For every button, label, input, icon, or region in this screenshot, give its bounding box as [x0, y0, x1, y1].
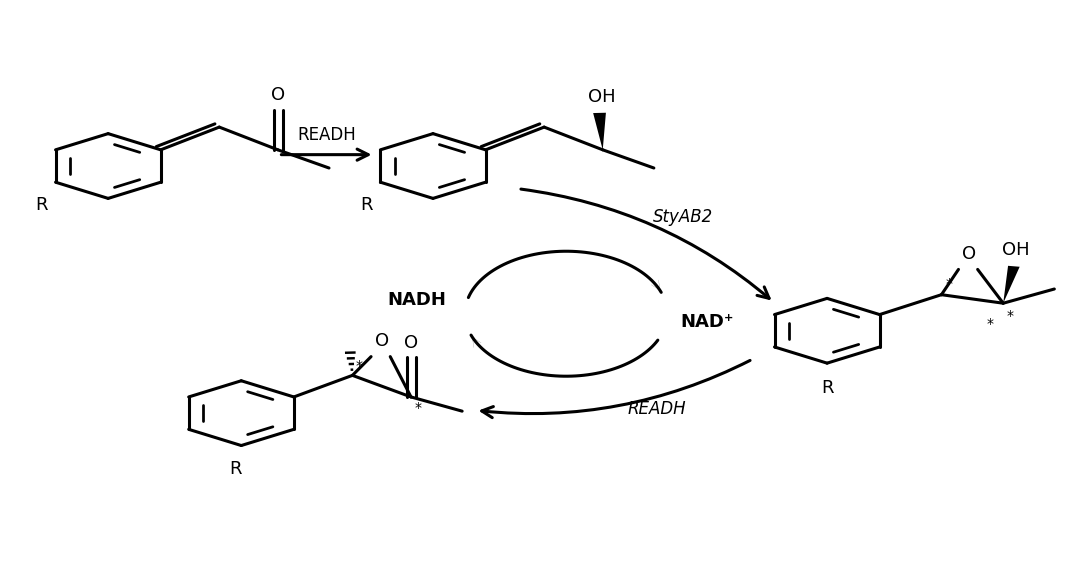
Text: *: * — [414, 402, 421, 416]
Text: O: O — [962, 244, 976, 262]
Text: READH: READH — [627, 400, 686, 418]
Text: READH: READH — [297, 126, 356, 144]
Text: *: * — [1007, 309, 1013, 323]
Text: R: R — [230, 460, 242, 478]
Text: NADH: NADH — [387, 290, 446, 308]
Text: *: * — [987, 317, 994, 331]
Text: NAD⁺: NAD⁺ — [680, 313, 734, 331]
Text: O: O — [271, 86, 285, 104]
Text: R: R — [36, 196, 47, 214]
Text: *: * — [945, 277, 953, 291]
Text: StyAB2: StyAB2 — [653, 208, 713, 226]
Polygon shape — [593, 113, 606, 150]
Polygon shape — [1003, 266, 1020, 303]
Text: *: * — [356, 359, 363, 372]
Text: R: R — [360, 196, 373, 214]
Text: O: O — [374, 332, 388, 350]
Text: OH: OH — [1002, 242, 1029, 260]
Text: O: O — [404, 333, 418, 352]
Text: OH: OH — [588, 88, 615, 106]
Text: R: R — [821, 379, 833, 397]
